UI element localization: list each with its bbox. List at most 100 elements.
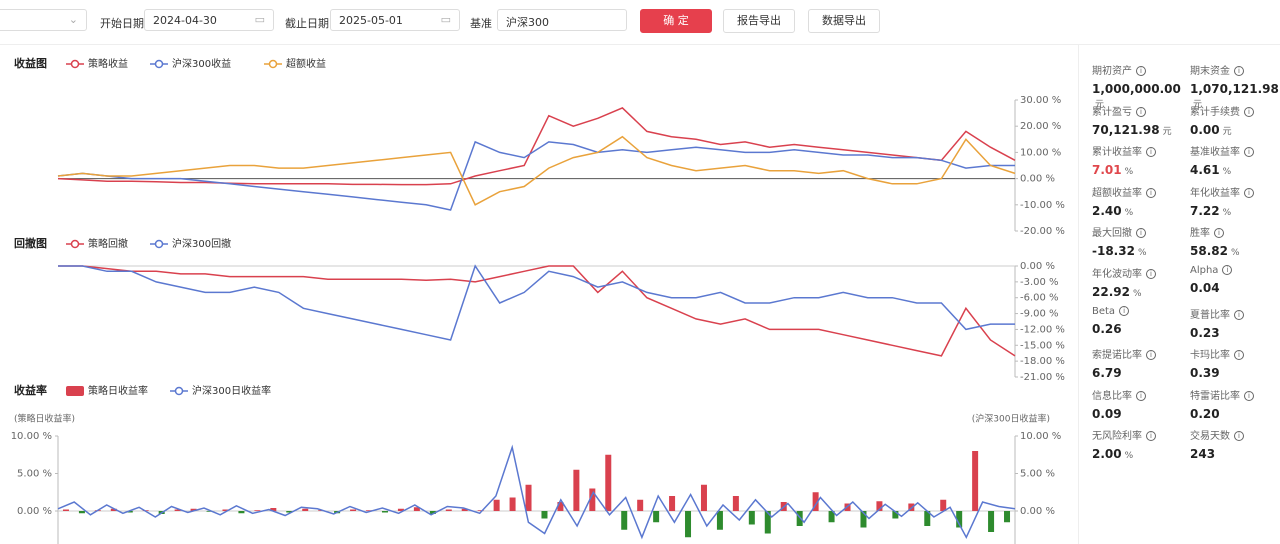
- stat-unit: %: [1124, 207, 1134, 218]
- chart-title: 收益率: [14, 383, 47, 397]
- stat-value: 7.01%: [1092, 163, 1187, 177]
- legend-label: 策略日收益率: [88, 384, 148, 397]
- bar: [525, 484, 532, 511]
- stat: 胜率 i 58.82%: [1190, 224, 1280, 258]
- stat-label-text: 年化收益率: [1190, 187, 1240, 199]
- legend-marker: [174, 386, 184, 396]
- stat-unit: 元: [1162, 126, 1172, 137]
- stat-value-text: 6.79: [1092, 366, 1122, 381]
- toolbar: ⌄ 开始日期 2024-04-30 ▭ 截止日期 2025-05-01 ▭ 基准 沪…: [0, 0, 1280, 45]
- info-icon: i: [1244, 147, 1254, 158]
- y-tick-label: 0.00 %: [17, 506, 52, 517]
- chart-title: 收益图: [14, 56, 47, 70]
- series-line: [58, 265, 1016, 357]
- stat: 基准收益率 i 4.61%: [1190, 143, 1280, 177]
- y-tick-label: 30.00 %: [1020, 95, 1061, 106]
- stat-value: 0.09: [1092, 407, 1187, 421]
- stat-label: 胜率 i: [1190, 224, 1280, 239]
- bar: [222, 509, 229, 511]
- bar: [461, 508, 468, 511]
- stat-value-text: 0.23: [1190, 325, 1220, 340]
- bar: [206, 511, 213, 512]
- stat-label: Alpha i: [1190, 265, 1280, 276]
- legend-swatch: [66, 386, 84, 396]
- y-axis-label: (策略日收益率): [14, 413, 75, 425]
- legend-label: 超额收益: [286, 57, 326, 70]
- stat-label-text: 卡玛比率: [1190, 350, 1230, 362]
- stat-label-text: Alpha: [1190, 265, 1219, 276]
- stat-label: 期末资金 i: [1190, 62, 1280, 77]
- export-data-button[interactable]: 数据导出: [808, 9, 880, 33]
- y-tick-label: 0.00 %: [1020, 174, 1055, 185]
- stat-value: 58.82%: [1190, 244, 1280, 258]
- info-icon: i: [1146, 269, 1156, 279]
- stat-value-text: 7.01: [1092, 163, 1122, 178]
- bar: [286, 511, 293, 513]
- stat: 期末资金 i 1,070,121.98 元: [1190, 62, 1280, 110]
- bar: [1004, 511, 1011, 523]
- legend-label: 沪深300收益: [172, 57, 231, 70]
- bar: [669, 496, 676, 511]
- y2-tick-label: 5.00 %: [1020, 469, 1055, 480]
- y-tick-label: 0.00 %: [1020, 261, 1055, 272]
- stat-unit: %: [1132, 289, 1142, 299]
- confirm-button[interactable]: 确 定: [640, 9, 712, 33]
- select[interactable]: ⌄: [0, 9, 87, 31]
- bar: [653, 511, 660, 523]
- legend-label: 策略回撤: [88, 237, 128, 250]
- info-icon: i: [1244, 390, 1254, 401]
- legend-label: 沪深300日收益率: [192, 384, 271, 397]
- stat-unit: %: [1137, 248, 1147, 259]
- y-tick-label: -12.00 %: [1020, 324, 1065, 335]
- stat-label-text: 超额收益率: [1092, 187, 1142, 199]
- stat-label-text: 基准收益率: [1190, 147, 1240, 159]
- stat: 超额收益率 i 2.40%: [1092, 184, 1187, 218]
- bar: [541, 511, 548, 519]
- export-report-button[interactable]: 报告导出: [723, 9, 795, 33]
- legend-marker: [154, 59, 164, 69]
- stat-label-text: 胜率: [1190, 228, 1210, 240]
- legend-label: 沪深300回撤: [172, 237, 231, 250]
- bar: [812, 492, 819, 511]
- series-line: [57, 107, 1016, 186]
- bar: [270, 508, 277, 511]
- stat-value: 0.20: [1190, 407, 1280, 421]
- stat-unit: 元: [1095, 100, 1105, 110]
- stat-label-text: 最大回撤: [1092, 228, 1132, 240]
- bar: [828, 511, 835, 523]
- date-input[interactable]: 2024-04-30 ▭: [144, 9, 274, 31]
- stat-label-text: Beta: [1092, 305, 1116, 317]
- stat-value: 7.22%: [1190, 204, 1280, 218]
- benchmark-input[interactable]: 沪深300: [497, 9, 627, 31]
- info-icon: i: [1136, 66, 1146, 76]
- benchmark: 沪深300: [506, 16, 549, 29]
- label: 基准: [470, 17, 492, 30]
- info-icon: i: [1234, 66, 1244, 76]
- stat-value: 2.00%: [1092, 447, 1187, 461]
- stat-label: 年化波动率 i: [1092, 265, 1187, 280]
- bar: [972, 451, 979, 511]
- bar: [110, 508, 117, 511]
- y-tick-label: -3.00 %: [1020, 277, 1059, 288]
- stat-unit: %: [1230, 248, 1240, 259]
- charts: 收益图 策略收益 沪深300收益 超额收益 30.00 % 20.00 % 10.00 % 0…: [11, 56, 1065, 544]
- stat-label: 年化收益率 i: [1190, 184, 1280, 199]
- stat-value-text: -18.32: [1092, 244, 1135, 259]
- bar: [924, 511, 931, 526]
- stat-value-text: 1,000,000.00: [1092, 82, 1181, 96]
- stat-value-text: 0.20: [1190, 406, 1220, 421]
- stat-value-text: 4.61: [1190, 163, 1220, 178]
- bar: [366, 510, 373, 511]
- stat: Alpha i 0.04: [1190, 265, 1280, 295]
- bar: [876, 501, 883, 511]
- y-tick-label: -9.00 %: [1020, 309, 1059, 320]
- date-input[interactable]: 2025-05-01 ▭: [330, 9, 460, 31]
- stat-label-text: 累计盈亏: [1092, 106, 1132, 118]
- stat: 夏普比率 i 0.23: [1190, 306, 1280, 340]
- stat-unit: %: [1124, 451, 1134, 462]
- stat-label: 索提诺比率 i: [1092, 346, 1187, 361]
- stat-value-text: 0.09: [1092, 406, 1122, 421]
- y2-axis-label: (沪深300日收益率): [972, 413, 1050, 425]
- stat-value: -18.32%: [1092, 244, 1187, 258]
- info-icon: i: [1244, 187, 1254, 198]
